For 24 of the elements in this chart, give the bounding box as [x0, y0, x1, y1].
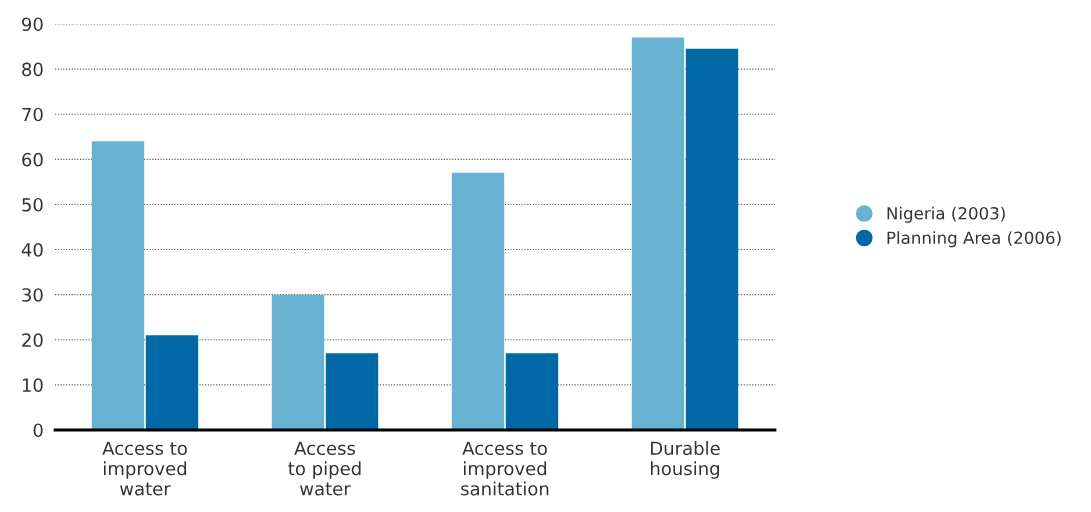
- y-tick-label: 30: [22, 288, 43, 302]
- y-tick-label: 0: [33, 423, 43, 438]
- x-tick-label: Durable housing: [651, 441, 720, 479]
- bar: [271, 294, 325, 430]
- y-tick-label: 70: [22, 107, 43, 122]
- x-tick-label: Access to improved sanitation: [461, 441, 549, 496]
- legend-label: Planning Area (2006): [887, 231, 1061, 248]
- x-tick-label: Access to piped water: [288, 441, 361, 496]
- bar: [91, 141, 145, 430]
- y-tick-label: 50: [22, 197, 43, 212]
- y-tick-label: 40: [21, 243, 43, 257]
- bar: [145, 335, 199, 430]
- bar: [505, 353, 559, 430]
- legend-label: Nigeria (2003): [887, 206, 1005, 223]
- y-tick-label: 80: [22, 62, 43, 77]
- y-tick-label: 10: [22, 378, 43, 393]
- y-tick-label: 60: [22, 152, 43, 167]
- bar: [631, 37, 685, 430]
- bar: [685, 48, 739, 430]
- y-tick-label: 20: [22, 333, 43, 347]
- x-tick-label: Access to improved water: [102, 441, 187, 496]
- bar: [451, 172, 505, 430]
- y-tick-label: 90: [22, 17, 43, 32]
- bar: [325, 353, 379, 430]
